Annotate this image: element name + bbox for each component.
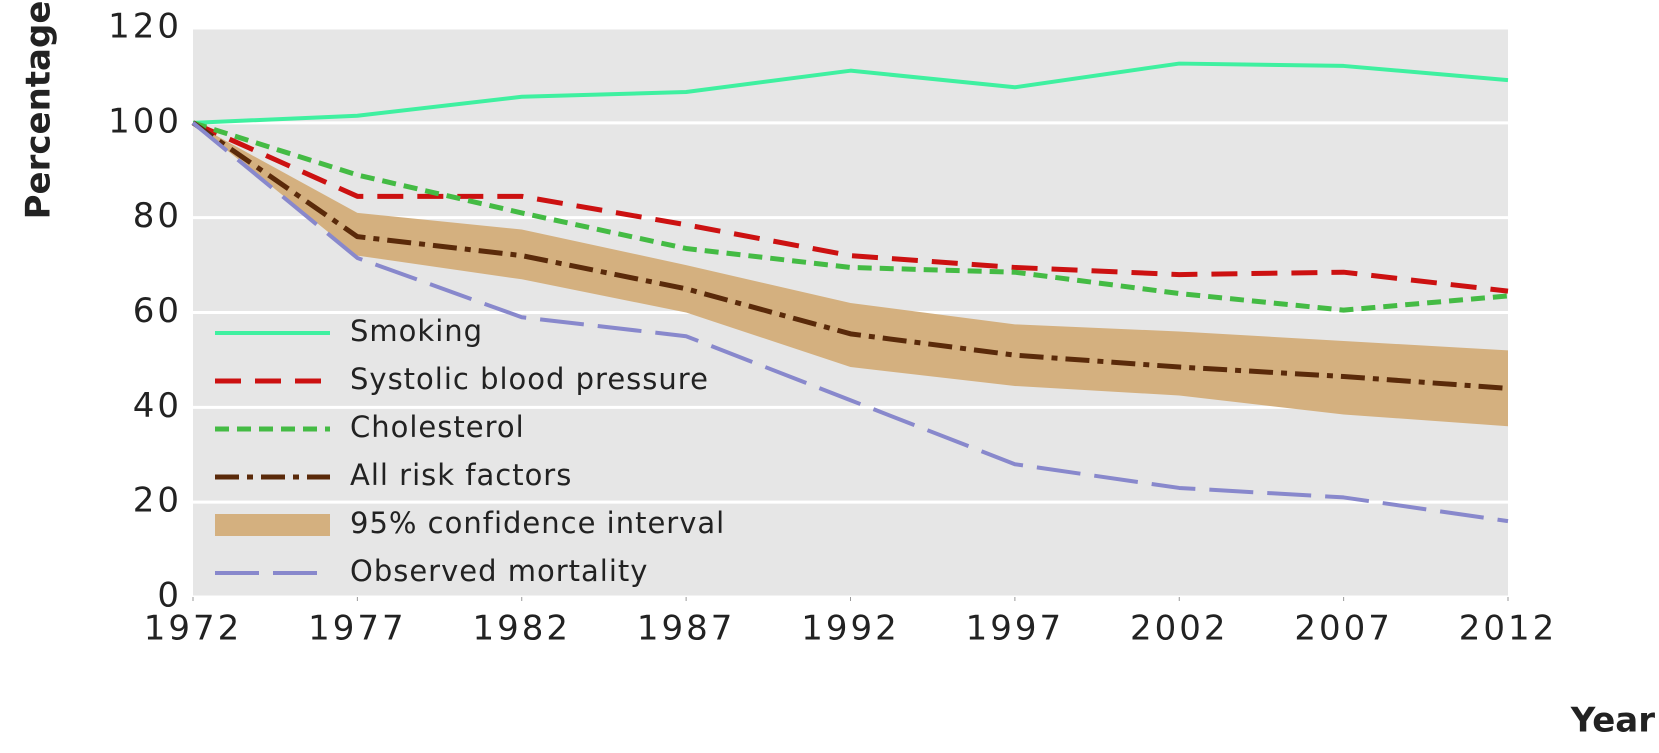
y-tick-label: 120 <box>108 7 182 47</box>
x-tick-label: 1982 <box>472 609 571 649</box>
legend: Smoking Systolic blood pressure Cholestero… <box>215 314 725 588</box>
y-tick-label: 0 <box>157 576 182 616</box>
legend-label: All risk factors <box>350 458 572 492</box>
x-tick-label: 1977 <box>308 609 407 649</box>
y-tick-label: 80 <box>133 196 182 236</box>
x-tick-label: 1992 <box>801 609 900 649</box>
legend-label: 95% confidence interval <box>350 506 725 540</box>
y-tick-label: 40 <box>133 386 182 426</box>
x-tick-label: 1972 <box>144 609 243 649</box>
legend-label: Cholesterol <box>350 410 525 444</box>
y-axis-title: Percentage <box>19 1 59 220</box>
legend-label: Observed mortality <box>350 554 648 588</box>
y-tick-label: 20 <box>133 481 182 521</box>
series-line <box>192 120 1509 313</box>
ticks: 0 20 40 60 80 100 120 1972 1977 1982 1987 1992 1997 2… <box>108 7 1558 649</box>
series-line <box>191 121 1509 524</box>
grid <box>193 26 1508 599</box>
x-tick-label: 2002 <box>1130 609 1229 649</box>
x-tick-label: 2007 <box>1294 609 1393 649</box>
bands <box>193 122 1508 427</box>
x-tick-label: 2012 <box>1459 609 1558 649</box>
y-tick-label: 60 <box>133 291 182 331</box>
y-tick-label: 100 <box>108 101 182 141</box>
x-tick-label: 1997 <box>966 609 1065 649</box>
legend-label: Systolic blood pressure <box>350 362 709 396</box>
confidence-band <box>193 122 1508 427</box>
series-line <box>191 120 1509 391</box>
lines <box>191 61 1509 524</box>
legend-label: Smoking <box>350 314 483 348</box>
series-line <box>192 61 1509 125</box>
legend-swatch <box>215 514 330 536</box>
x-axis-title: Year <box>1570 701 1656 741</box>
x-tick-label: 1987 <box>637 609 736 649</box>
